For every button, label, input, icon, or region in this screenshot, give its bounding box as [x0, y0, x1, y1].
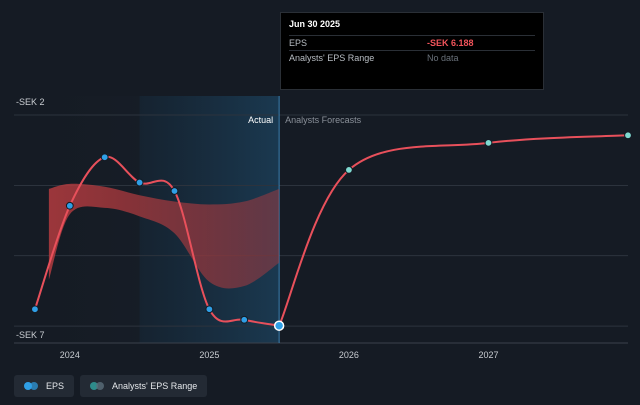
- tooltip-range-value: No data: [427, 53, 459, 63]
- x-tick-label-2026: 2026: [339, 350, 359, 360]
- forecast-point-2[interactable]: [484, 138, 493, 147]
- eps-point-0[interactable]: [31, 305, 39, 314]
- tooltip-eps-label: EPS: [289, 38, 308, 48]
- eps-point-3[interactable]: [135, 178, 144, 187]
- eps-point-1[interactable]: [65, 201, 74, 210]
- y-tick-label-top: -SEK 2: [16, 97, 45, 107]
- analysts-eps-range-band: [48, 183, 280, 289]
- x-tick-label-2027: 2027: [478, 350, 498, 360]
- x-tick-label-2025: 2025: [199, 350, 219, 360]
- eps-point-6[interactable]: [240, 315, 249, 324]
- legend-label-eps: EPS: [46, 381, 65, 391]
- tooltip-row-eps: EPS -SEK 6.188: [289, 35, 535, 50]
- legend-item-analysts-range[interactable]: Analysts' EPS Range: [80, 375, 208, 397]
- eps-point-2[interactable]: [100, 153, 109, 162]
- tooltip-row-range: Analysts' EPS Range No data: [289, 50, 535, 65]
- tooltip-date: Jun 30 2025: [289, 19, 341, 29]
- grid-lines: [14, 114, 628, 344]
- eps-legend-icon: [24, 382, 40, 390]
- eps-forecast-line: [278, 134, 629, 327]
- tooltip-range-label: Analysts' EPS Range: [289, 53, 375, 63]
- section-label-actual: Actual: [248, 115, 273, 125]
- y-tick-label-bottom: -SEK 7: [16, 330, 45, 340]
- range-legend-icon: [90, 382, 106, 390]
- forecast-point-3[interactable]: [624, 131, 632, 140]
- forecast-point-1[interactable]: [345, 165, 353, 174]
- legend-item-eps[interactable]: EPS: [14, 375, 75, 397]
- eps-point-5[interactable]: [205, 305, 214, 314]
- selected-eps-point[interactable]: [273, 320, 285, 331]
- eps-point-4[interactable]: [170, 187, 179, 195]
- legend-label-range: Analysts' EPS Range: [112, 381, 198, 391]
- section-label-forecast: Analysts Forecasts: [285, 115, 362, 125]
- tooltip-eps-value: -SEK 6.188: [427, 38, 474, 48]
- tooltip: Jun 30 2025 EPS -SEK 6.188 Analysts' EPS…: [280, 12, 544, 90]
- legend: EPS Analysts' EPS Range: [14, 375, 208, 397]
- x-tick-label-2024: 2024: [60, 350, 80, 360]
